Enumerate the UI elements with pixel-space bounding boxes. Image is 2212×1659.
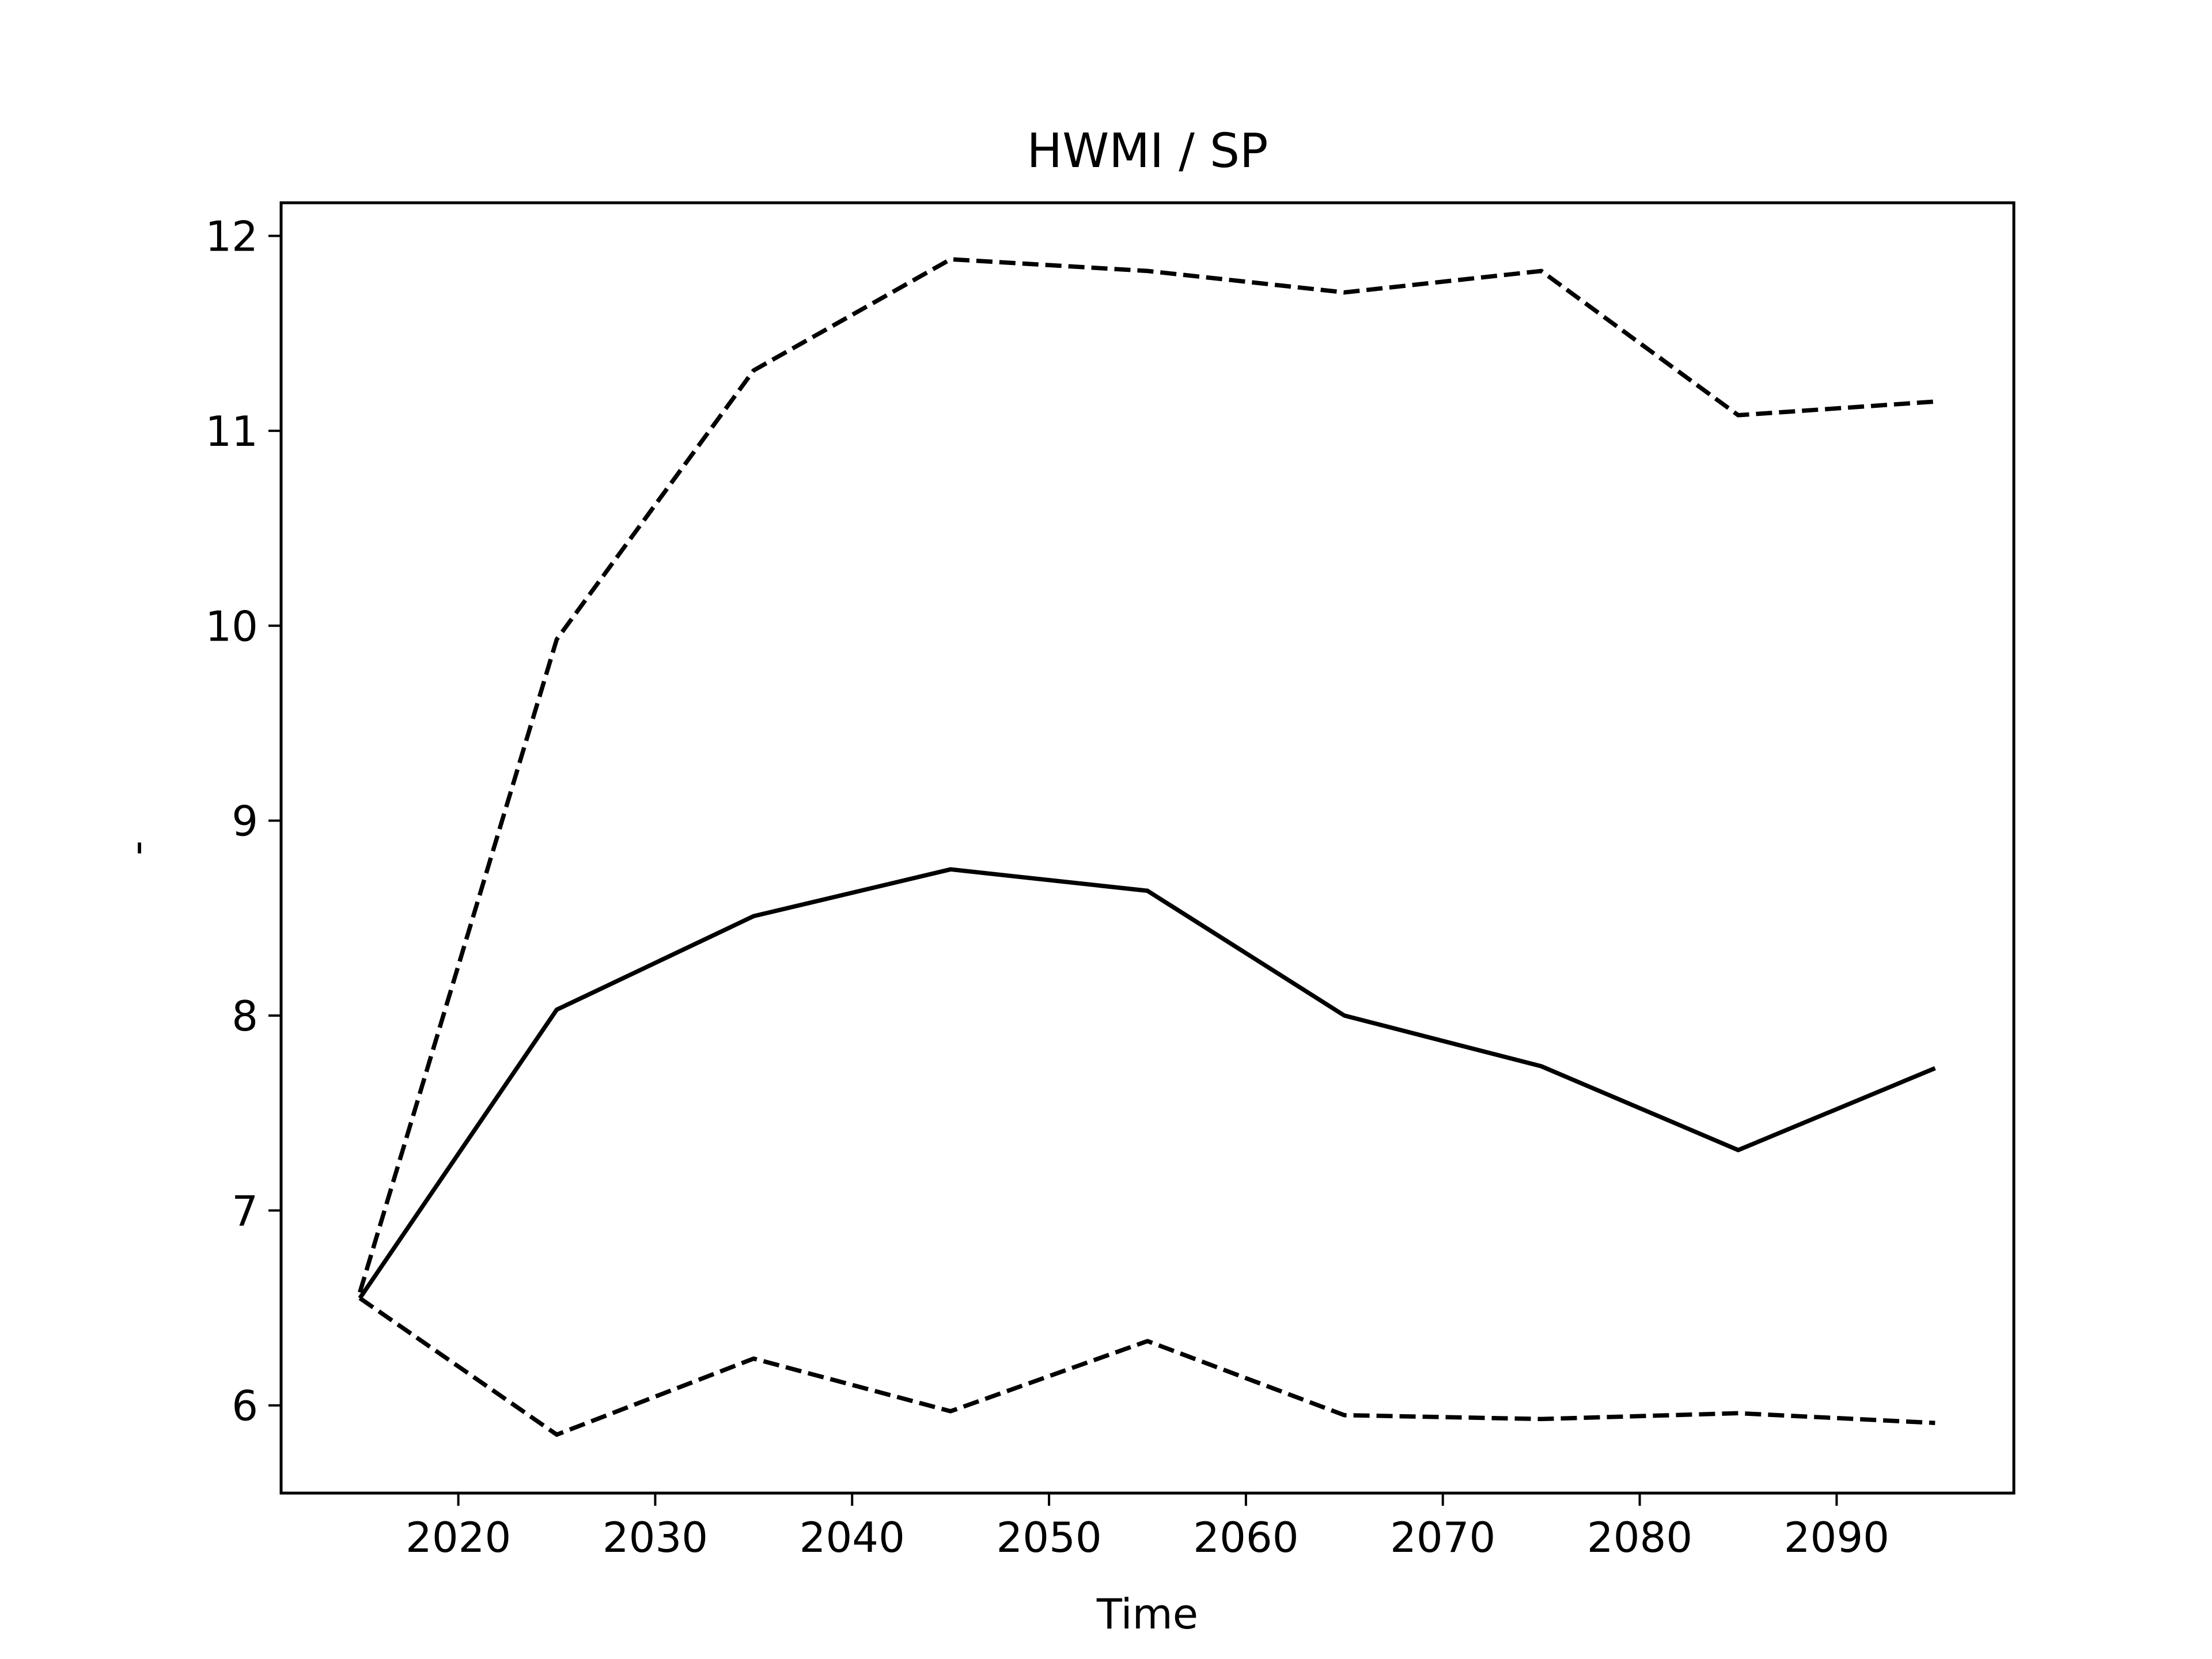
x-tick-label-2040: 2040 [800,1513,905,1562]
y-tick-label-11: 11 [205,407,258,456]
series-layer [358,257,1936,1437]
y-tick-label-12: 12 [205,213,258,261]
chart-title: HWMI / SP [1027,124,1268,179]
x-axis: 2020 2030 2040 2050 2060 2070 2080 2090 [406,1493,1889,1562]
y-tick-label-9: 9 [232,797,258,846]
series-line-1 [358,257,1936,1293]
x-axis-label: Time [1096,1590,1198,1638]
x-tick-label-2070: 2070 [1390,1513,1495,1562]
y-tick-label-7: 7 [232,1187,258,1235]
y-tick-label-8: 8 [232,992,258,1040]
series-line-2 [358,867,1936,1300]
plot-frame [279,201,2016,1495]
y-tick-label-6: 6 [232,1382,258,1430]
y-axis-label: - [112,840,161,855]
x-tick-label-2080: 2080 [1587,1513,1692,1562]
series-line-3 [358,1296,1936,1437]
x-tick-label-2050: 2050 [996,1513,1101,1562]
x-tick-label-2020: 2020 [406,1513,511,1562]
y-axis: 6 7 8 9 10 11 12 [205,213,281,1430]
y-tick-label-10: 10 [205,602,258,650]
x-tick-label-2030: 2030 [603,1513,708,1562]
x-tick-label-2060: 2060 [1193,1513,1298,1562]
x-tick-label-2090: 2090 [1784,1513,1889,1562]
